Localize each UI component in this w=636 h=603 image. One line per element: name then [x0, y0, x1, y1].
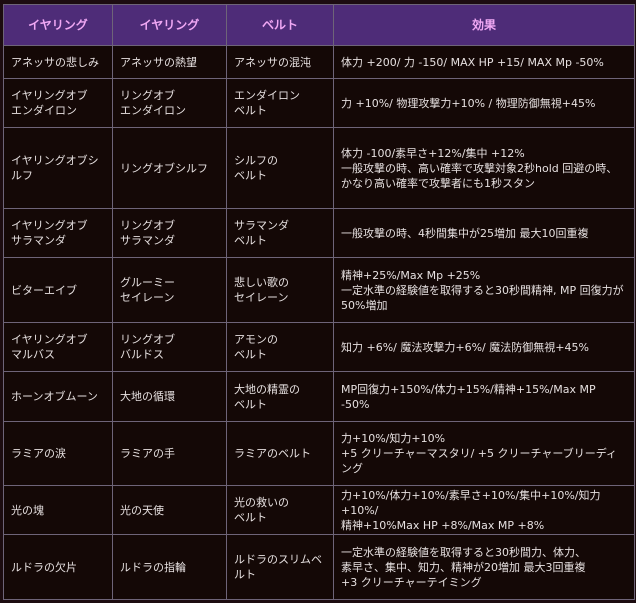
cell-belt: アネッサの混沌	[226, 45, 334, 79]
cell-belt: 大地の精霊の ベルト	[226, 371, 334, 422]
cell-effect: MP回復力+150%/体力+15%/精神+15%/Max MP -50%	[333, 371, 635, 422]
cell-effect: 知力 +6%/ 魔法攻撃力+6%/ 魔法防御無視+45%	[333, 322, 635, 372]
table-row: 光の塊 光の天使 光の救いの ベルト 力+10%/体力+10%/素早さ+10%/集中+…	[3, 485, 635, 535]
cell-earring-1: アネッサの悲しみ	[3, 45, 113, 79]
set-effects-table: イヤリング イヤリング ベルト 効果 アネッサの悲しみ アネッサの熱望 アネッサの混…	[3, 4, 635, 600]
cell-effect: 体力 +200/ 力 -150/ MAX HP +15/ MAX Mp -50%	[333, 45, 635, 79]
table-row: イヤリングオブ マルバス リングオブ バルドス アモンの ベルト 知力 +6%/ 魔法…	[3, 322, 635, 372]
cell-earring-2: ラミアの手	[112, 421, 227, 486]
header-row: イヤリング イヤリング ベルト 効果	[3, 4, 635, 46]
cell-earring-1: ホーンオブムーン	[3, 371, 113, 422]
cell-earring-1: イヤリングオブ マルバス	[3, 322, 113, 372]
header-effect: 効果	[333, 4, 635, 46]
table-row: イヤリングオブシ ルフ リングオブシルフ シルフの ベルト 体力 -100/素早さ+1…	[3, 127, 635, 209]
cell-earring-1: ビターエイブ	[3, 257, 113, 323]
cell-effect: 体力 -100/素早さ+12%/集中 +12% 一般攻撃の時、高い確率で攻撃対象…	[333, 127, 635, 209]
cell-earring-2: リングオブ サラマンダ	[112, 208, 227, 258]
cell-belt: 悲しい歌の セイレーン	[226, 257, 334, 323]
cell-earring-2: リングオブシルフ	[112, 127, 227, 209]
table-row: ラミアの涙 ラミアの手 ラミアのベルト 力+10%/知力+10% +5 クリーチャーマ…	[3, 421, 635, 486]
table-row: イヤリングオブ エンダイロン リングオブ エンダイロン エンダイロン ベルト力 +1…	[3, 78, 635, 128]
cell-effect: 力+10%/体力+10%/素早さ+10%/集中+10%/知力+10%/ 精神+1…	[333, 485, 635, 535]
cell-earring-1: ルドラの欠片	[3, 534, 113, 600]
cell-earring-1: イヤリングオブ サラマンダ	[3, 208, 113, 258]
cell-belt: シルフの ベルト	[226, 127, 334, 209]
cell-effect: 一定水準の経験値を取得すると30秒間力、体力、 素早さ、集中、知力、精神が20増…	[333, 534, 635, 600]
cell-earring-2: 光の天使	[112, 485, 227, 535]
table-row: ホーンオブムーン 大地の循環 大地の精霊の ベルト MP回復力+150%/体力+15%…	[3, 371, 635, 422]
cell-belt: サラマンダ ベルト	[226, 208, 334, 258]
cell-earring-1: イヤリングオブシ ルフ	[3, 127, 113, 209]
cell-belt: アモンの ベルト	[226, 322, 334, 372]
header-earring-1: イヤリング	[3, 4, 113, 46]
cell-earring-2: グルーミー セイレーン	[112, 257, 227, 323]
table-row: ルドラの欠片 ルドラの指輪 ルドラのスリムベ ルト 一定水準の経験値を取得すると30秒…	[3, 534, 635, 600]
cell-earring-1: 光の塊	[3, 485, 113, 535]
table-row: イヤリングオブ サラマンダ リングオブ サラマンダ サラマンダ ベルト 一般攻撃の時、…	[3, 208, 635, 258]
cell-earring-2: アネッサの熱望	[112, 45, 227, 79]
cell-effect: 精神+25%/Max Mp +25% 一定水準の経験値を取得すると30秒間精神,…	[333, 257, 635, 323]
cell-effect: 力 +10%/ 物理攻撃力+10% / 物理防御無視+45%	[333, 78, 635, 128]
table-row: ビターエイブ グルーミー セイレーン 悲しい歌の セイレーン 精神+25%/Max M…	[3, 257, 635, 323]
cell-belt: エンダイロン ベルト	[226, 78, 334, 128]
cell-earring-2: リングオブ エンダイロン	[112, 78, 227, 128]
cell-earring-2: リングオブ バルドス	[112, 322, 227, 372]
header-earring-2: イヤリング	[112, 4, 227, 46]
cell-earring-1: イヤリングオブ エンダイロン	[3, 78, 113, 128]
table-row: アネッサの悲しみ アネッサの熱望 アネッサの混沌 体力 +200/ 力 -150/ M…	[3, 45, 635, 79]
cell-effect: 一般攻撃の時、4秒間集中が25増加 最大10回重複	[333, 208, 635, 258]
cell-earring-2: ルドラの指輪	[112, 534, 227, 600]
cell-belt: 光の救いの ベルト	[226, 485, 334, 535]
cell-earring-1: ラミアの涙	[3, 421, 113, 486]
cell-earring-2: 大地の循環	[112, 371, 227, 422]
cell-belt: ルドラのスリムベ ルト	[226, 534, 334, 600]
cell-effect: 力+10%/知力+10% +5 クリーチャーマスタリ/ +5 クリーチャーブリー…	[333, 421, 635, 486]
header-belt: ベルト	[226, 4, 334, 46]
cell-belt: ラミアのベルト	[226, 421, 334, 486]
